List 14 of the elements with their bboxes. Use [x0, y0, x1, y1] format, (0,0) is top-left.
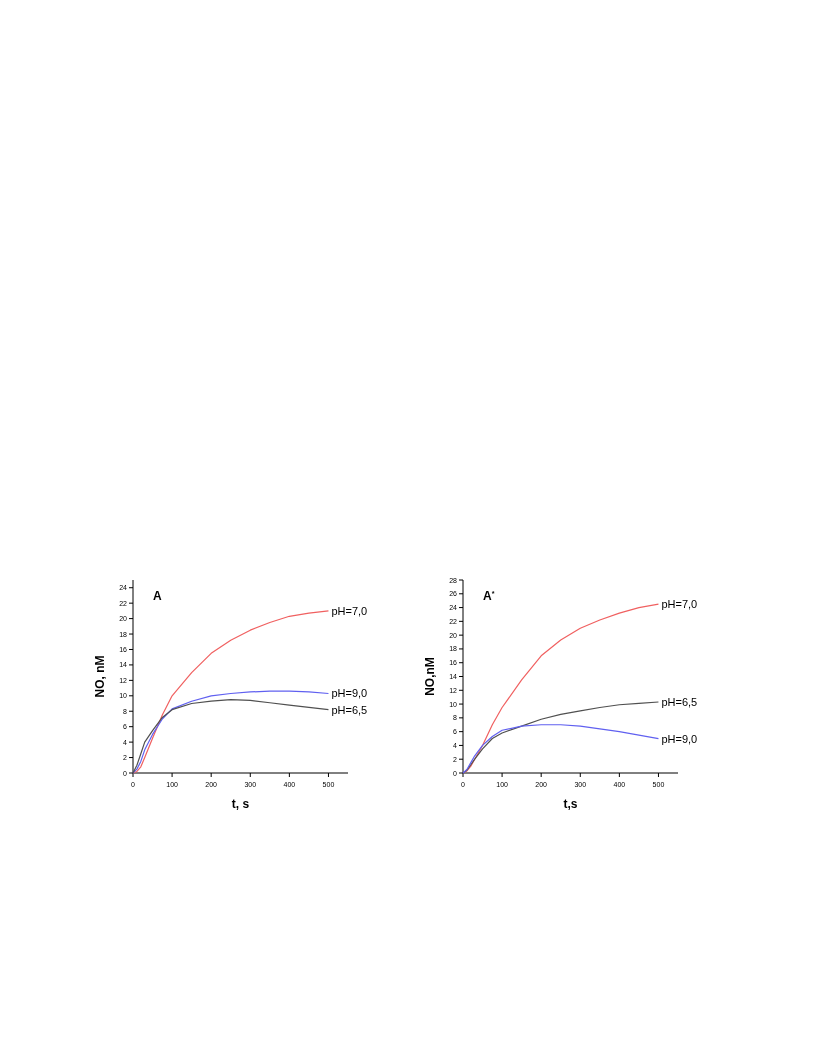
- series-label: pH=6,5: [661, 696, 698, 708]
- series-label: pH=7,0: [331, 604, 368, 617]
- x-axis-title: t,s: [563, 797, 578, 811]
- series-label: pH=9,0: [661, 732, 698, 745]
- text: A$^{*}$: [483, 588, 495, 603]
- series-label: pH=9,0: [331, 687, 368, 700]
- line-series: [132, 610, 330, 774]
- y-axis-title: NO,nM: [423, 657, 437, 696]
- line-series: [462, 724, 660, 774]
- x-axis-title: t, s: [231, 797, 250, 811]
- series-label: pH=6,5: [331, 703, 368, 716]
- series-label: pH=7,0: [661, 598, 698, 611]
- y-axis-title: NO, nM: [93, 655, 107, 698]
- text: A: [153, 589, 162, 603]
